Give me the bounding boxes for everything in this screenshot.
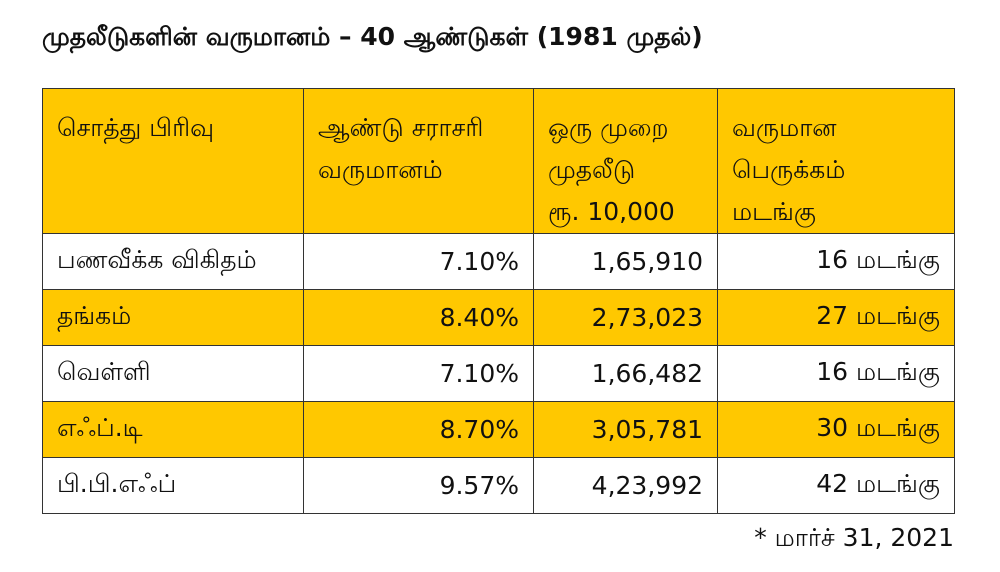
header-annual-average-return: ஆண்டு சராசரி வருமானம் — [303, 88, 534, 234]
value-cell: 3,05,781 — [533, 401, 718, 458]
value-cell: 4,23,992 — [533, 457, 718, 514]
value-cell: 1,65,910 — [533, 233, 718, 290]
multiple-cell: 16 மடங்கு — [717, 233, 955, 290]
avg-return-cell: 8.40% — [303, 289, 534, 346]
returns-table: சொத்து பிரிவு ஆண்டு சராசரி வருமானம் ஒரு ம… — [42, 88, 955, 514]
value-cell: 2,73,023 — [533, 289, 718, 346]
asset-cell: பணவீக்க விகிதம் — [42, 233, 304, 290]
header-one-time-investment: ஒரு முறை முதலீடு ரூ. 10,000 — [533, 88, 718, 234]
asset-cell: பி.பி.எஃப் — [42, 457, 304, 514]
table-row: எஃப்.டி 8.70% 3,05,781 30 மடங்கு — [42, 401, 955, 458]
avg-return-cell: 8.70% — [303, 401, 534, 458]
footnote-date: * மார்ச் 31, 2021 — [754, 523, 954, 552]
multiple-cell: 16 மடங்கு — [717, 345, 955, 402]
header-return-multiple: வருமான பெருக்கம் மடங்கு — [717, 88, 955, 234]
asset-cell: தங்கம் — [42, 289, 304, 346]
table-header-row: சொத்து பிரிவு ஆண்டு சராசரி வருமானம் ஒரு ம… — [42, 88, 955, 234]
table-row: தங்கம் 8.40% 2,73,023 27 மடங்கு — [42, 289, 955, 346]
multiple-cell: 30 மடங்கு — [717, 401, 955, 458]
asset-cell: வெள்ளி — [42, 345, 304, 402]
avg-return-cell: 7.10% — [303, 233, 534, 290]
asset-cell: எஃப்.டி — [42, 401, 304, 458]
table-row: பணவீக்க விகிதம் 7.10% 1,65,910 16 மடங்கு — [42, 233, 955, 290]
table-row: வெள்ளி 7.10% 1,66,482 16 மடங்கு — [42, 345, 955, 402]
multiple-cell: 27 மடங்கு — [717, 289, 955, 346]
avg-return-cell: 9.57% — [303, 457, 534, 514]
header-asset-class: சொத்து பிரிவு — [42, 88, 304, 234]
multiple-cell: 42 மடங்கு — [717, 457, 955, 514]
avg-return-cell: 7.10% — [303, 345, 534, 402]
page-title: முதலீடுகளின் வருமானம் – 40 ஆண்டுகள் (198… — [42, 22, 703, 51]
table-row: பி.பி.எஃப் 9.57% 4,23,992 42 மடங்கு — [42, 457, 955, 514]
value-cell: 1,66,482 — [533, 345, 718, 402]
